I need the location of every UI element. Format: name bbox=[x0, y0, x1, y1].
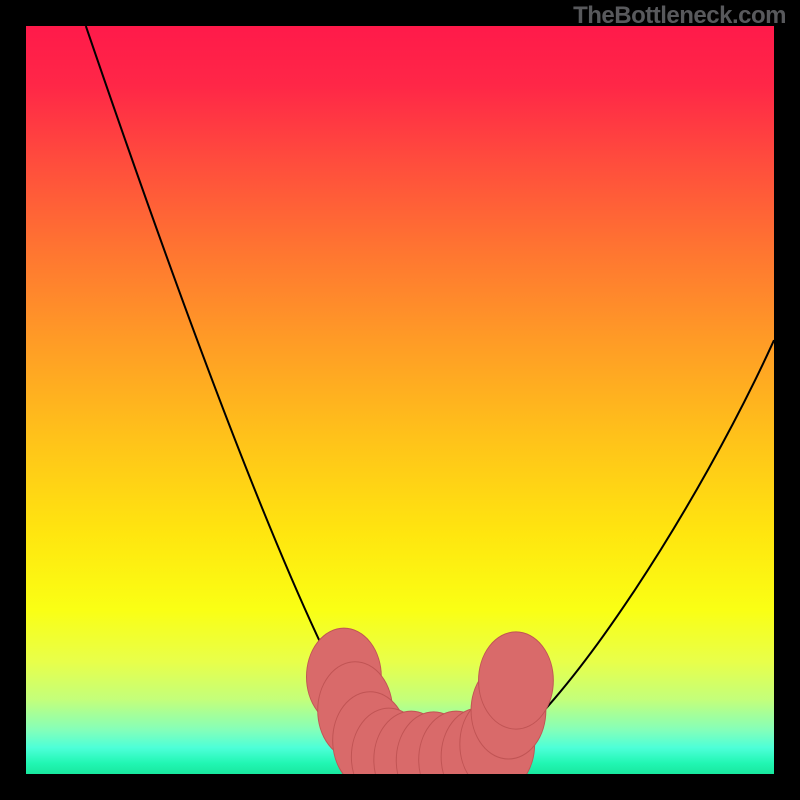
chart-frame bbox=[26, 26, 774, 774]
watermark-text: TheBottleneck.com bbox=[573, 2, 786, 30]
